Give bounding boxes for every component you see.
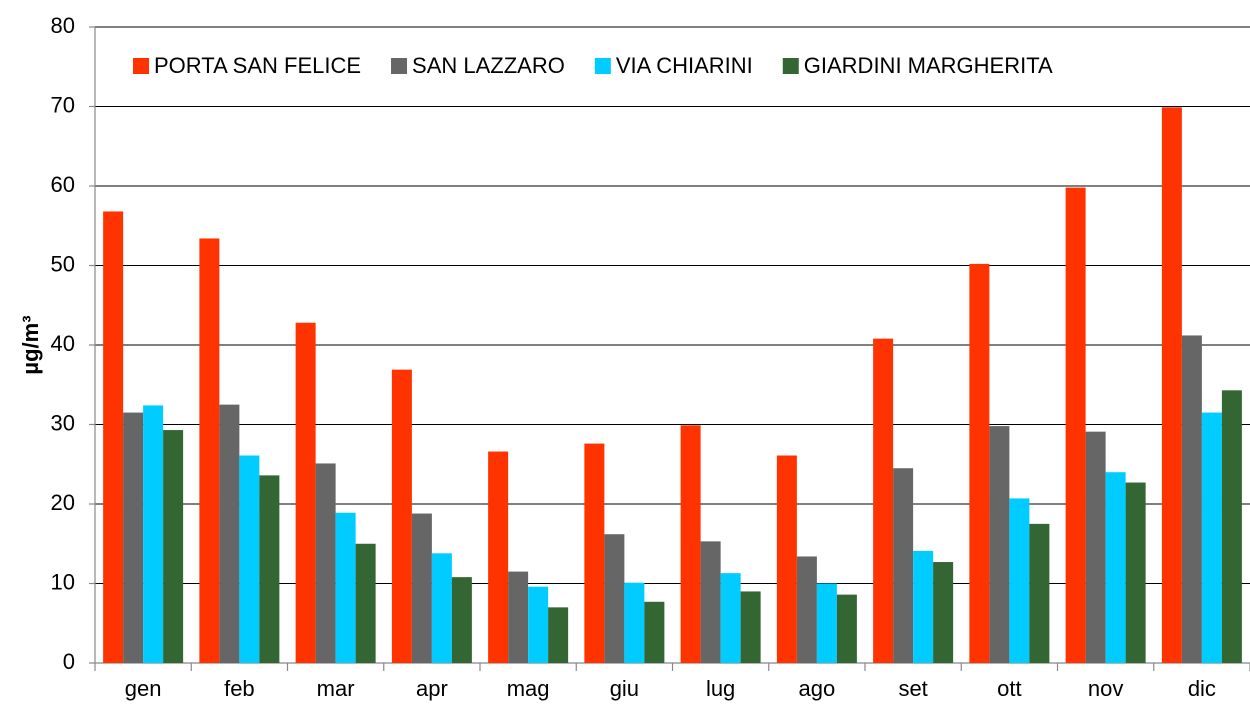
- bar: [143, 405, 164, 663]
- bar: [528, 586, 549, 663]
- x-tick-label: mag: [507, 676, 550, 701]
- bar: [816, 583, 837, 663]
- bar: [584, 443, 605, 663]
- bar: [796, 556, 817, 663]
- bar: [1201, 412, 1222, 663]
- bar: [700, 541, 721, 663]
- bar: [836, 594, 857, 663]
- bar: [1181, 335, 1202, 663]
- y-tick-label: 20: [51, 490, 75, 515]
- bar: [315, 463, 336, 663]
- bar: [644, 601, 665, 663]
- y-tick-label: 40: [51, 331, 75, 356]
- bar: [1161, 107, 1182, 664]
- bar: [219, 404, 240, 663]
- bar: [776, 455, 797, 663]
- x-tick-label: apr: [416, 676, 448, 701]
- bar: [335, 512, 356, 663]
- y-tick-label: 30: [51, 410, 75, 435]
- legend-swatch: [594, 58, 611, 74]
- bar: [548, 607, 569, 663]
- x-tick-label: dic: [1188, 676, 1216, 701]
- bar: [873, 338, 894, 663]
- bar: [1009, 498, 1030, 663]
- legend-label: GIARDINI MARGHERITA: [804, 53, 1053, 78]
- x-tick-label: gen: [125, 676, 162, 701]
- x-tick-label: ott: [997, 676, 1021, 701]
- x-tick-label: set: [898, 676, 927, 701]
- bar: [969, 263, 990, 663]
- bar: [1085, 431, 1106, 663]
- y-tick-label: 60: [51, 172, 75, 197]
- x-tick-label: giu: [610, 676, 639, 701]
- bar: [624, 582, 645, 663]
- bar: [1221, 390, 1242, 663]
- legend-label: VIA CHIARINI: [616, 53, 753, 78]
- bar: [163, 430, 184, 663]
- bar: [199, 238, 220, 663]
- x-tick-label: ago: [799, 676, 836, 701]
- x-tick-label: nov: [1088, 676, 1123, 701]
- bar: [913, 550, 934, 663]
- bar: [508, 571, 529, 663]
- bar: [239, 455, 260, 663]
- bar: [989, 426, 1010, 663]
- bar: [103, 211, 124, 663]
- bar: [1105, 472, 1126, 663]
- bar: [411, 513, 432, 663]
- bar: [431, 553, 452, 663]
- y-tick-label: 0: [63, 649, 75, 674]
- bar: [1029, 523, 1050, 663]
- bar: [488, 451, 509, 663]
- x-tick-label: mar: [317, 676, 355, 701]
- bar: [123, 412, 144, 663]
- bar: [295, 322, 316, 663]
- bar: [391, 369, 412, 663]
- x-tick-label: feb: [224, 676, 255, 701]
- bar: [1065, 187, 1086, 663]
- bar: [933, 562, 954, 663]
- bar: [355, 543, 376, 663]
- bar: [740, 591, 761, 663]
- y-tick-label: 10: [51, 569, 75, 594]
- bar: [893, 468, 914, 663]
- bar: [1125, 482, 1146, 663]
- bar: [720, 573, 741, 663]
- legend-label: SAN LAZZARO: [412, 53, 565, 78]
- y-tick-label: 50: [51, 251, 75, 276]
- y-tick-label: 80: [51, 13, 75, 38]
- x-tick-label: lug: [706, 676, 735, 701]
- bar: [680, 425, 701, 663]
- bar: [451, 577, 472, 663]
- bar: [259, 475, 280, 663]
- legend-swatch: [133, 58, 149, 74]
- y-axis-label: µg/m³: [18, 315, 43, 374]
- y-tick-label: 70: [51, 92, 75, 117]
- bar: [604, 534, 625, 663]
- legend-label: PORTA SAN FELICE: [154, 53, 361, 78]
- legend-swatch: [391, 58, 408, 74]
- legend-swatch: [782, 58, 799, 74]
